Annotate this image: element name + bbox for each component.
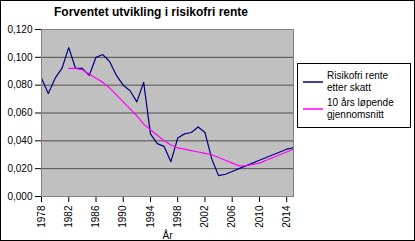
svg-text:0,040: 0,040 [7, 135, 32, 146]
svg-text:1994: 1994 [145, 205, 156, 228]
svg-text:0,020: 0,020 [7, 163, 32, 174]
svg-text:1986: 1986 [90, 205, 101, 228]
svg-text:2006: 2006 [226, 205, 237, 228]
svg-text:1998: 1998 [172, 205, 183, 228]
svg-text:1982: 1982 [63, 205, 74, 228]
svg-text:År: År [163, 229, 174, 241]
svg-text:2014: 2014 [281, 205, 292, 228]
svg-text:0,080: 0,080 [7, 79, 32, 90]
html-text:Forventet utvikling i risikofr: Forventet utvikling i risikofri rente [54, 5, 248, 19]
html-text:10 års løpende gjennomsnitt: 10 års løpende gjennomsnitt [327, 97, 394, 120]
svg-text:2002: 2002 [199, 205, 210, 228]
html-text:Risikofri rente etter skatt: Risikofri rente etter skatt [327, 70, 389, 93]
svg-text:1990: 1990 [117, 205, 128, 228]
svg-text:0,000: 0,000 [7, 191, 32, 202]
svg-text:2010: 2010 [254, 205, 265, 228]
svg-text:0,060: 0,060 [7, 107, 32, 118]
svg-text:0,120: 0,120 [7, 24, 32, 35]
svg-text:1978: 1978 [36, 205, 47, 228]
svg-text:0,100: 0,100 [7, 52, 32, 63]
